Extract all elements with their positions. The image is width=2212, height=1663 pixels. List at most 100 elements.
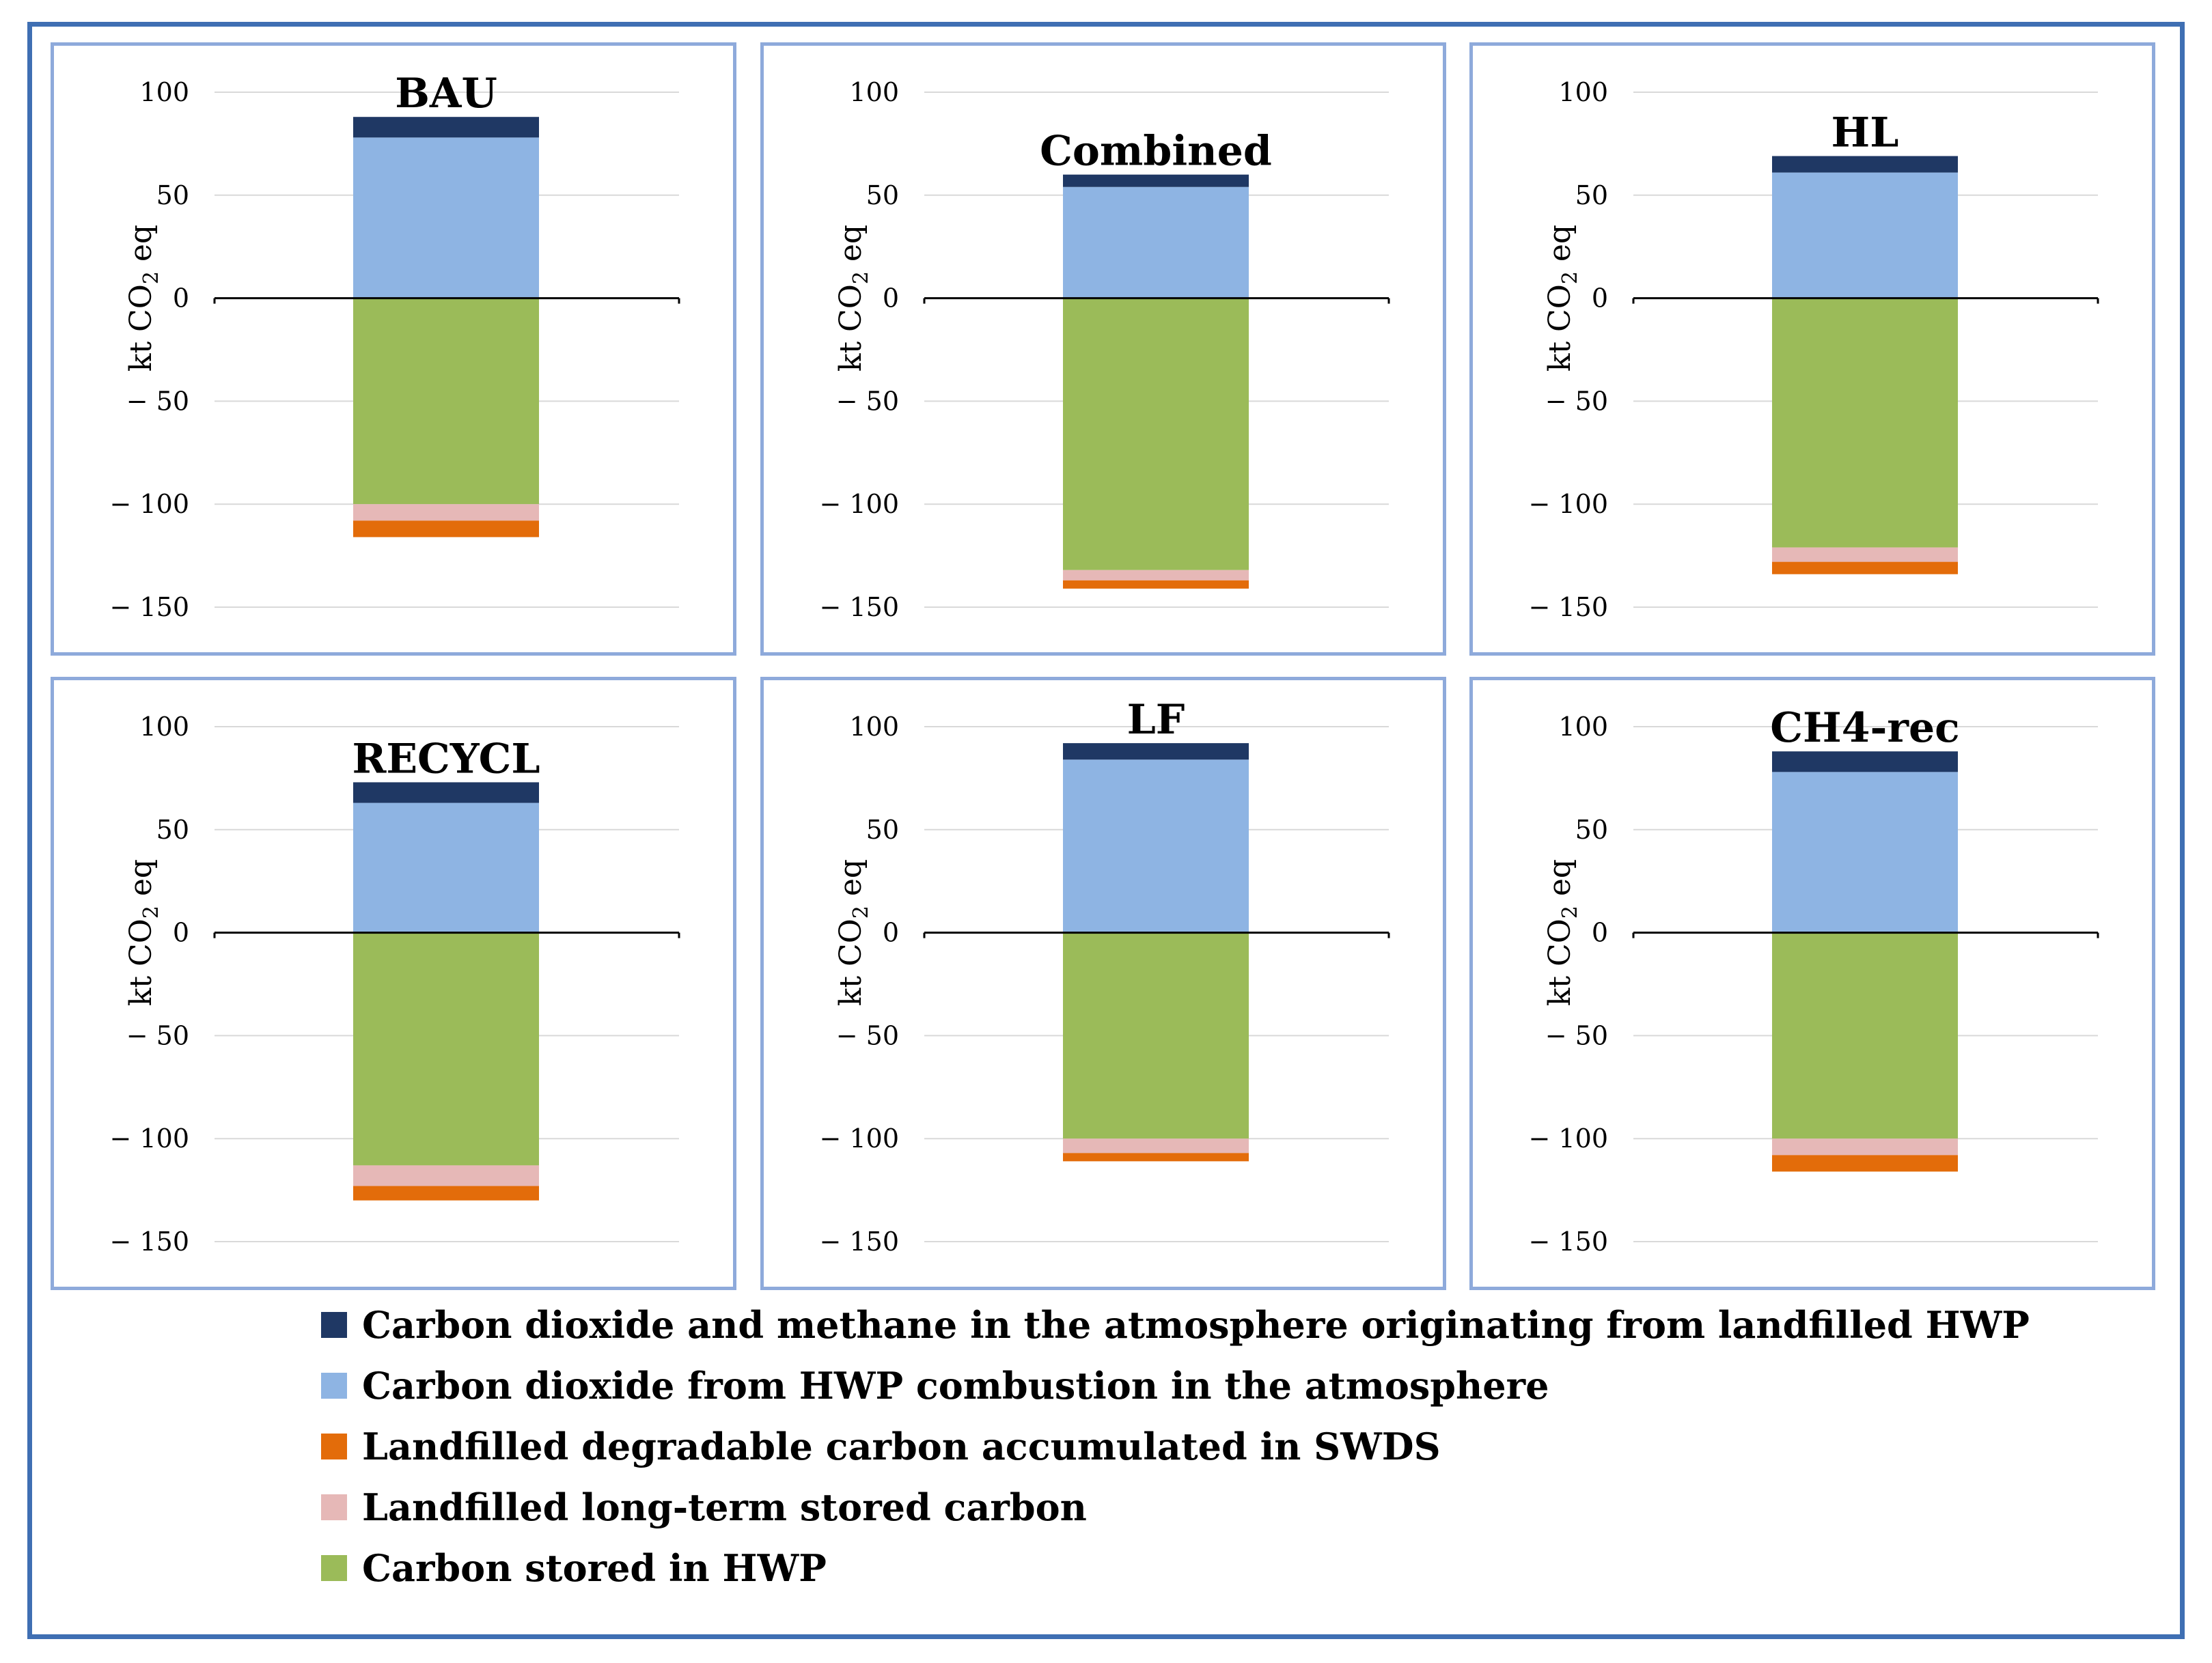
bar-segment-swds bbox=[353, 1186, 539, 1201]
chart-panel-lf: 100 50 0 − 50 − 100 − 150 LF kt CO2 eq bbox=[760, 677, 1446, 1290]
chart-title: BAU bbox=[395, 70, 497, 117]
y-axis-label: kt CO2 eq bbox=[833, 859, 873, 1006]
bar-segment-hwp bbox=[353, 932, 539, 1166]
bar-segment-atmosphere-landfill bbox=[1063, 743, 1249, 760]
y-tick-label: 0 bbox=[173, 918, 189, 948]
bar-segment-atmosphere-landfill bbox=[1772, 156, 1958, 173]
bar-segment-combustion bbox=[1772, 172, 1958, 298]
bar-segment-hwp bbox=[1772, 298, 1958, 548]
bar-segment-hwp bbox=[1063, 298, 1249, 570]
y-tick-label: 100 bbox=[1558, 712, 1608, 742]
legend-swatch bbox=[321, 1494, 347, 1520]
y-axis-label: kt CO2 eq bbox=[124, 859, 163, 1006]
y-tick-label: − 100 bbox=[110, 1123, 189, 1154]
y-tick-label: 100 bbox=[139, 77, 189, 107]
chart-svg-hl: 100 50 0 − 50 − 100 − 150 HL kt CO2 eq bbox=[1529, 77, 2099, 622]
legend-item-swds: Landfilled degradable carbon accumulated… bbox=[321, 1416, 2030, 1477]
y-tick-label: − 150 bbox=[820, 1227, 899, 1257]
bar-segment-combustion bbox=[353, 137, 539, 298]
chart-panel-combined: 100 50 0 − 50 − 100 − 150 Combined kt CO2 eq bbox=[760, 42, 1446, 656]
legend-swatch bbox=[321, 1311, 347, 1338]
y-tick-label: 50 bbox=[866, 180, 899, 210]
bar-segment-long-term bbox=[1772, 547, 1958, 562]
y-tick-label: − 150 bbox=[1529, 1227, 1608, 1257]
chart-title: HL bbox=[1831, 109, 1899, 156]
y-tick-label: − 100 bbox=[820, 489, 899, 519]
bar-segment-long-term bbox=[1063, 1138, 1249, 1154]
y-tick-label: − 100 bbox=[1529, 489, 1608, 519]
legend-label: Carbon stored in HWP bbox=[362, 1546, 827, 1590]
y-tick-label: 100 bbox=[1558, 77, 1608, 107]
bar-segment-combustion bbox=[1063, 759, 1249, 933]
bar-segment-swds bbox=[1772, 561, 1958, 574]
y-tick-label: 100 bbox=[849, 712, 899, 742]
chart-panel-ch4-rec: 100 50 0 − 50 − 100 − 150 CH4-rec kt CO2 eq bbox=[1469, 677, 2155, 1290]
y-tick-label: 100 bbox=[849, 77, 899, 107]
bar-segment-combustion bbox=[353, 802, 539, 933]
y-axis-label: kt CO2 eq bbox=[124, 225, 163, 372]
bar-segment-swds bbox=[353, 520, 539, 537]
legend-swatch bbox=[321, 1433, 347, 1459]
legend-item-hwp: Carbon stored in HWP bbox=[321, 1537, 2030, 1598]
y-axis-label: kt CO2 eq bbox=[1543, 859, 1582, 1006]
y-tick-label: − 100 bbox=[110, 489, 189, 519]
chart-panel-recycl: 100 50 0 − 50 − 100 − 150 RECYCL kt CO2 eq bbox=[51, 677, 736, 1290]
chart-svg-combined: 100 50 0 − 50 − 100 − 150 Combined kt CO2 eq bbox=[820, 77, 1390, 622]
bar-segment-combustion bbox=[1772, 772, 1958, 933]
bar-segment-swds bbox=[1772, 1155, 1958, 1172]
y-tick-label: 100 bbox=[139, 712, 189, 742]
bar-segment-long-term bbox=[353, 504, 539, 521]
chart-panel-bau: 100 50 0 − 50 − 100 − 150 BAU kt CO2 eq bbox=[51, 42, 736, 656]
chart-title: RECYCL bbox=[352, 735, 540, 783]
chart-svg-ch4-rec: 100 50 0 − 50 − 100 − 150 CH4-rec kt CO2 eq bbox=[1529, 704, 2099, 1257]
y-tick-label: − 100 bbox=[820, 1123, 899, 1154]
chart-title: CH4-rec bbox=[1770, 704, 1959, 752]
y-tick-label: − 150 bbox=[820, 592, 899, 622]
bar-segment-atmosphere-landfill bbox=[1063, 174, 1249, 187]
y-tick-label: − 50 bbox=[126, 1020, 189, 1050]
y-tick-label: − 100 bbox=[1529, 1123, 1608, 1154]
bar-segment-swds bbox=[1063, 1153, 1249, 1162]
bar-segment-atmosphere-landfill bbox=[1772, 751, 1958, 772]
y-tick-label: 50 bbox=[156, 180, 189, 210]
y-tick-label: 0 bbox=[1592, 283, 1608, 313]
legend-label: Carbon dioxide from HWP combustion in th… bbox=[362, 1363, 1549, 1408]
bar-segment-hwp bbox=[353, 298, 539, 505]
y-tick-label: 50 bbox=[156, 815, 189, 845]
y-tick-label: 0 bbox=[1592, 918, 1608, 948]
chart-svg-recycl: 100 50 0 − 50 − 100 − 150 RECYCL kt CO2 eq bbox=[110, 712, 680, 1257]
y-axis-label: kt CO2 eq bbox=[1543, 225, 1582, 372]
bar-segment-swds bbox=[1063, 580, 1249, 589]
y-tick-label: 50 bbox=[1575, 180, 1608, 210]
y-tick-label: − 50 bbox=[126, 386, 189, 416]
y-tick-label: − 50 bbox=[836, 386, 899, 416]
y-tick-label: 50 bbox=[1575, 815, 1608, 845]
bar-segment-hwp bbox=[1772, 932, 1958, 1139]
y-tick-label: 50 bbox=[866, 815, 899, 845]
bar-segment-atmosphere-landfill bbox=[353, 117, 539, 138]
y-tick-label: − 150 bbox=[1529, 592, 1608, 622]
chart-svg-lf: 100 50 0 − 50 − 100 − 150 LF kt CO2 eq bbox=[820, 696, 1390, 1257]
bar-segment-long-term bbox=[353, 1165, 539, 1186]
legend-item-combustion: Carbon dioxide from HWP combustion in th… bbox=[321, 1355, 2030, 1416]
y-tick-label: 0 bbox=[883, 283, 899, 313]
y-axis-label: kt CO2 eq bbox=[833, 225, 873, 372]
legend-item-atmosphere-landfill: Carbon dioxide and methane in the atmosp… bbox=[321, 1294, 2030, 1355]
y-tick-label: 0 bbox=[883, 918, 899, 948]
y-tick-label: − 50 bbox=[836, 1020, 899, 1050]
legend: Carbon dioxide and methane in the atmosp… bbox=[321, 1294, 2030, 1598]
y-tick-label: − 50 bbox=[1545, 1020, 1608, 1050]
chart-title: LF bbox=[1127, 696, 1185, 744]
y-tick-label: − 50 bbox=[1545, 386, 1608, 416]
legend-label: Landfilled long-term stored carbon bbox=[362, 1485, 1087, 1529]
bar-segment-combustion bbox=[1063, 186, 1249, 298]
bar-segment-hwp bbox=[1063, 932, 1249, 1139]
y-tick-label: − 150 bbox=[110, 1227, 189, 1257]
y-tick-label: 0 bbox=[173, 283, 189, 313]
legend-item-long-term: Landfilled long-term stored carbon bbox=[321, 1477, 2030, 1537]
legend-label: Carbon dioxide and methane in the atmosp… bbox=[362, 1302, 2030, 1347]
legend-swatch bbox=[321, 1554, 347, 1581]
bar-segment-long-term bbox=[1772, 1138, 1958, 1156]
legend-swatch bbox=[321, 1372, 347, 1399]
chart-title: Combined bbox=[1040, 128, 1272, 176]
